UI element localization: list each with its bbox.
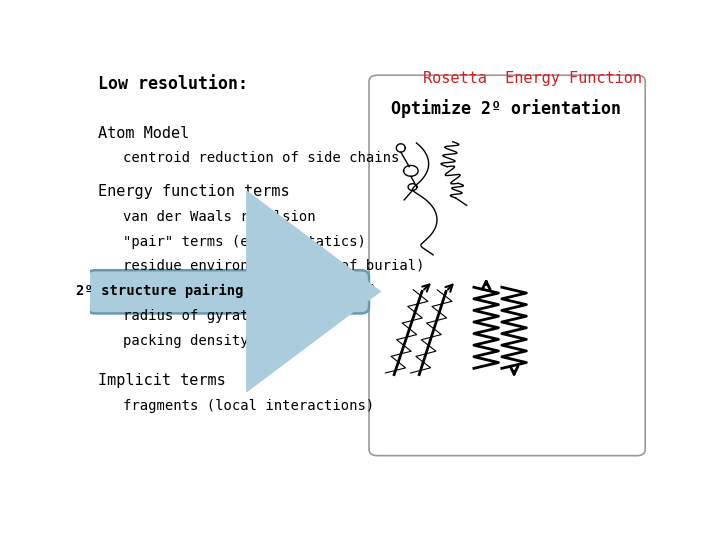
Text: Atom Model: Atom Model	[99, 126, 189, 141]
Text: Low resolution:: Low resolution:	[99, 75, 248, 93]
Text: van der Waals repulsion: van der Waals repulsion	[124, 210, 316, 224]
Text: centroid reduction of side chains: centroid reduction of side chains	[124, 151, 400, 165]
Text: Rosetta  Energy Function: Rosetta Energy Function	[423, 71, 642, 86]
Text: Implicit terms: Implicit terms	[99, 373, 226, 388]
FancyArrowPatch shape	[247, 191, 380, 392]
Text: packing density: packing density	[124, 334, 249, 348]
Text: residue environment (prob of burial): residue environment (prob of burial)	[124, 259, 425, 273]
FancyBboxPatch shape	[369, 75, 645, 456]
Text: Optimize 2º orientation: Optimize 2º orientation	[391, 99, 621, 118]
Text: "pair" terms (electrostatics): "pair" terms (electrostatics)	[124, 234, 366, 248]
Text: radius of gyration: radius of gyration	[124, 309, 274, 323]
Text: fragments (local interactions): fragments (local interactions)	[124, 399, 374, 413]
Text: Energy function terms: Energy function terms	[99, 184, 290, 199]
FancyBboxPatch shape	[87, 270, 369, 313]
Text: 2º structure pairing terms (H-bonds): 2º structure pairing terms (H-bonds)	[76, 285, 377, 299]
